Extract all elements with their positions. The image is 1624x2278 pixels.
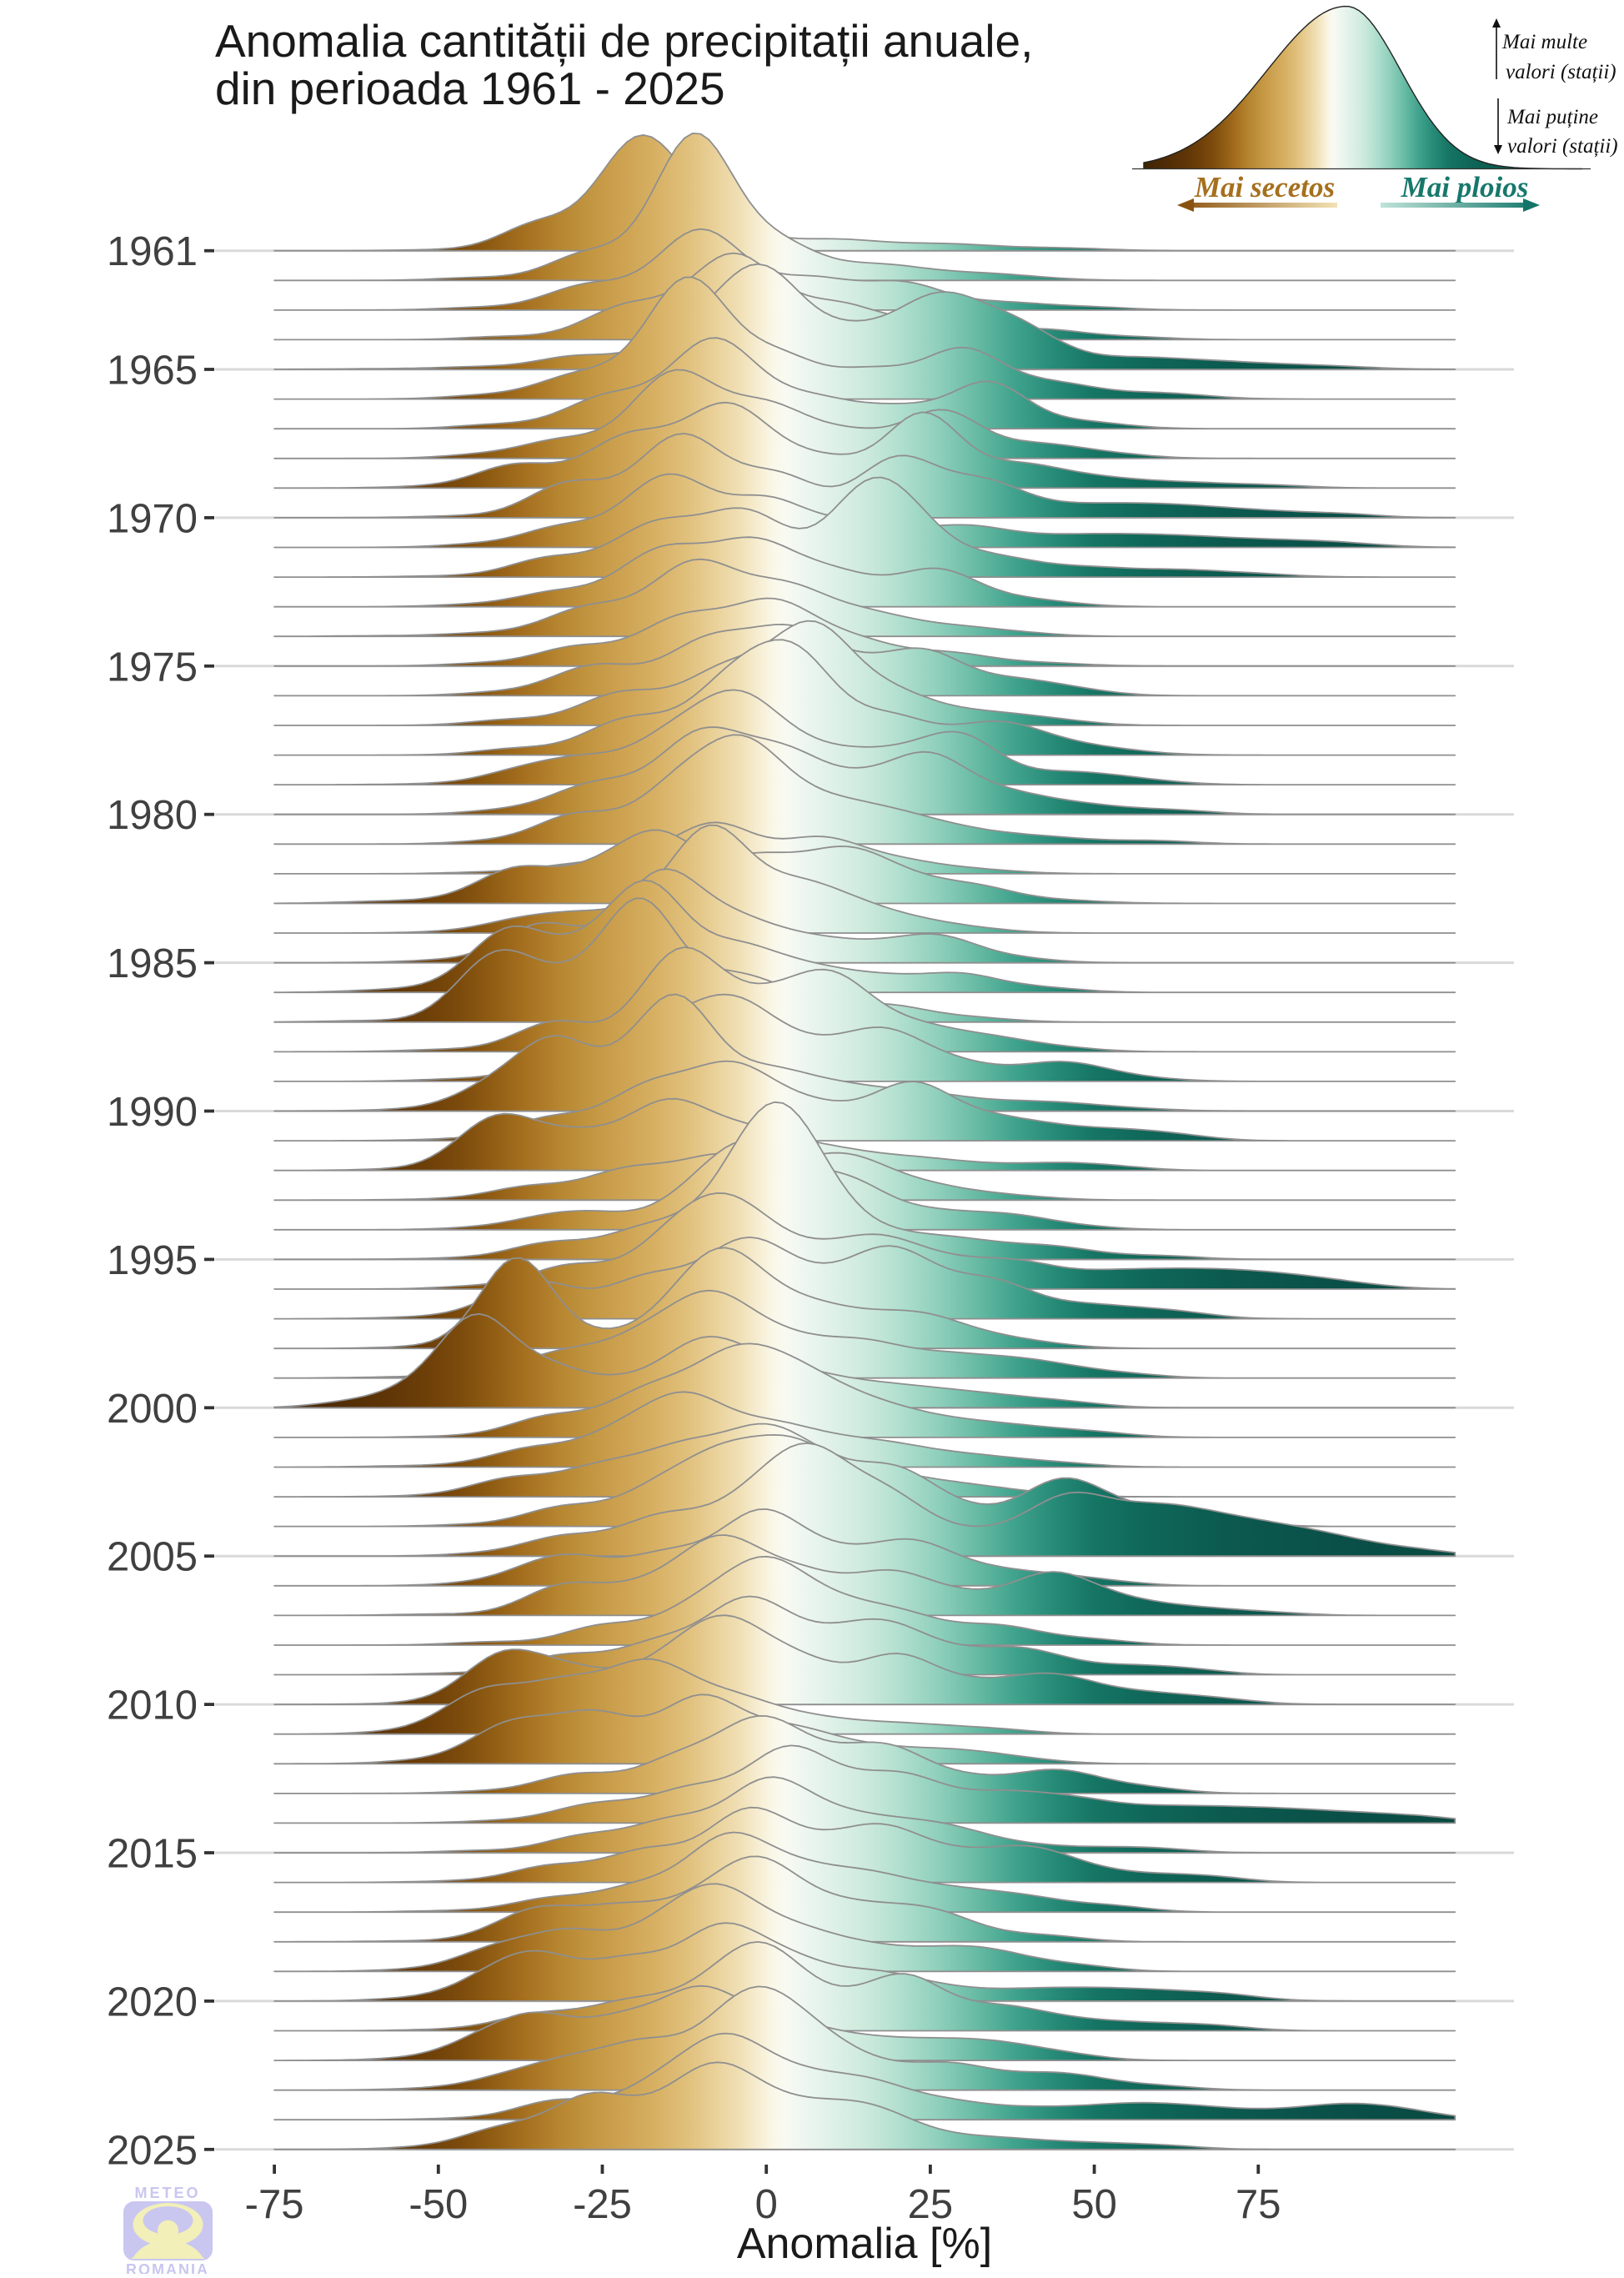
- svg-text:2015: 2015: [107, 1832, 198, 1877]
- svg-text:din perioada 1961 - 2025: din perioada 1961 - 2025: [215, 63, 725, 114]
- svg-text:valori (stații): valori (stații): [1507, 135, 1618, 158]
- svg-text:-50: -50: [409, 2182, 468, 2227]
- svg-text:1995: 1995: [107, 1238, 198, 1283]
- svg-text:1970: 1970: [107, 496, 198, 541]
- svg-text:1985: 1985: [107, 941, 198, 986]
- svg-text:2025: 2025: [107, 2128, 198, 2173]
- svg-text:1990: 1990: [107, 1090, 198, 1135]
- svg-text:-25: -25: [573, 2182, 632, 2227]
- svg-text:METEO: METEO: [134, 2185, 200, 2201]
- svg-text:Mai secetos: Mai secetos: [1194, 171, 1335, 203]
- svg-text:2005: 2005: [107, 1535, 198, 1580]
- svg-text:2010: 2010: [107, 1683, 198, 1729]
- svg-text:Mai puține: Mai puține: [1506, 106, 1598, 128]
- svg-text:Mai multe: Mai multe: [1501, 31, 1587, 53]
- svg-text:1965: 1965: [107, 349, 198, 394]
- svg-text:valori (stații): valori (stații): [1506, 61, 1616, 83]
- svg-text:75: 75: [1236, 2182, 1281, 2227]
- svg-text:ROMANIA: ROMANIA: [126, 2261, 209, 2274]
- svg-text:50: 50: [1071, 2182, 1117, 2227]
- svg-text:1961: 1961: [107, 229, 198, 274]
- svg-text:Mai ploios: Mai ploios: [1401, 171, 1529, 203]
- svg-text:2020: 2020: [107, 1979, 198, 2025]
- svg-text:Anomalia cantității de precipi: Anomalia cantității de precipitații anua…: [215, 15, 1033, 67]
- svg-text:25: 25: [908, 2182, 954, 2227]
- svg-text:Anomalia [%]: Anomalia [%]: [737, 2220, 992, 2268]
- svg-text:2000: 2000: [107, 1387, 198, 1432]
- svg-text:1975: 1975: [107, 645, 198, 690]
- svg-text:0: 0: [755, 2182, 778, 2227]
- svg-text:-75: -75: [245, 2182, 304, 2227]
- svg-text:1980: 1980: [107, 793, 198, 838]
